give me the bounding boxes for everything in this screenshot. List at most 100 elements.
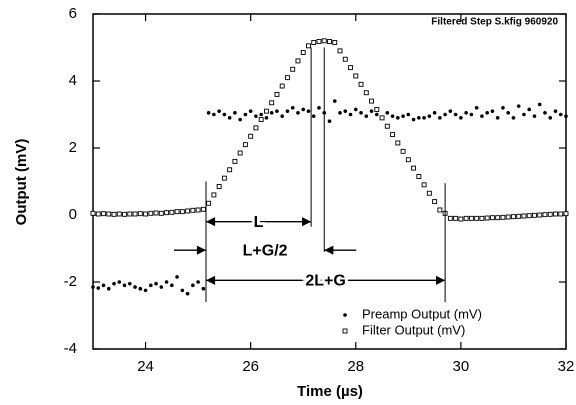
data-point	[532, 114, 537, 118]
data-point	[437, 207, 443, 213]
data-point	[558, 211, 564, 217]
data-point	[200, 206, 206, 212]
data-point	[543, 111, 547, 115]
data-point	[359, 111, 363, 115]
data-point	[395, 140, 401, 146]
data-point	[169, 209, 175, 215]
data-point	[258, 117, 264, 122]
y-tick-label: 0	[69, 206, 77, 223]
data-point	[521, 213, 527, 219]
data-point	[301, 107, 306, 112]
data-point	[132, 211, 138, 217]
data-point	[464, 111, 468, 115]
data-point	[432, 111, 437, 115]
data-point	[542, 212, 548, 218]
data-point	[506, 111, 510, 115]
data-point	[227, 167, 233, 173]
data-point	[385, 111, 390, 115]
data-point	[417, 116, 421, 120]
data-point	[390, 132, 396, 138]
data-point	[363, 90, 369, 96]
data-point	[285, 75, 290, 81]
data-point	[327, 119, 332, 123]
data-point	[170, 283, 174, 288]
x-tick-label: 26	[242, 358, 259, 375]
data-point	[185, 291, 190, 296]
data-point	[211, 192, 217, 198]
data-point	[137, 211, 143, 217]
data-point	[463, 215, 469, 221]
data-point	[127, 281, 132, 286]
data-point	[448, 109, 453, 113]
data-point	[416, 174, 422, 179]
data-point	[564, 114, 568, 118]
data-point	[426, 190, 432, 196]
legend-marker	[342, 328, 348, 334]
data-point	[232, 158, 238, 164]
chart-note: Filtered Step S.kfig 960920	[431, 17, 558, 28]
data-point	[474, 106, 479, 110]
data-point	[558, 112, 563, 117]
data-point	[127, 211, 133, 217]
data-point	[353, 107, 358, 112]
data-point	[95, 211, 101, 217]
data-point	[400, 148, 406, 154]
data-point	[216, 184, 222, 189]
legend-label: Filter Output (mV)	[362, 322, 465, 337]
data-point	[369, 109, 374, 113]
data-point	[269, 111, 274, 115]
data-point	[532, 212, 537, 218]
data-point	[421, 182, 427, 188]
data-point	[495, 215, 501, 221]
data-point	[547, 211, 553, 217]
data-point	[526, 213, 532, 219]
data-point	[112, 281, 116, 286]
data-point	[237, 150, 243, 156]
data-point	[174, 209, 180, 215]
data-point	[190, 207, 196, 213]
data-point	[338, 111, 342, 115]
data-point	[221, 175, 227, 181]
data-point	[337, 48, 343, 54]
data-point	[510, 214, 516, 220]
data-point	[280, 114, 285, 118]
data-point	[332, 40, 338, 45]
data-point	[248, 109, 253, 113]
data-point	[238, 117, 242, 122]
data-point	[453, 112, 458, 117]
data-point	[311, 40, 317, 45]
data-point	[233, 111, 237, 115]
annotation: L	[254, 214, 264, 231]
data-point	[279, 83, 285, 89]
data-point	[253, 125, 259, 131]
data-point	[316, 39, 322, 44]
data-point	[348, 112, 353, 117]
data-point	[390, 114, 395, 118]
y-tick-label: 4	[69, 72, 77, 89]
data-point	[175, 275, 179, 279]
data-point	[516, 213, 522, 219]
data-point	[180, 288, 185, 293]
y-tick-label: -4	[64, 340, 77, 357]
data-point	[396, 116, 400, 120]
data-point	[122, 283, 127, 288]
data-point	[501, 106, 505, 110]
plot-frame	[92, 13, 567, 350]
data-point	[458, 216, 464, 222]
data-point	[122, 211, 127, 217]
data-point	[484, 215, 490, 221]
data-point	[505, 214, 511, 220]
data-point	[143, 211, 149, 217]
data-point	[117, 280, 122, 284]
data-point	[149, 283, 153, 288]
data-point	[375, 112, 379, 117]
data-point	[96, 286, 101, 290]
data-point	[432, 199, 438, 205]
data-point	[148, 210, 154, 216]
data-point	[222, 112, 227, 117]
data-point	[411, 165, 417, 171]
data-point	[101, 283, 106, 288]
data-point	[306, 109, 311, 113]
data-point	[206, 111, 211, 115]
